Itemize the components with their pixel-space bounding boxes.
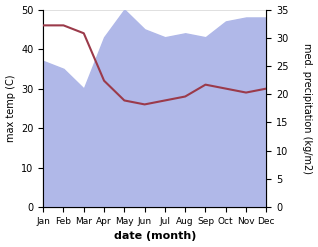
X-axis label: date (month): date (month): [114, 231, 196, 242]
Y-axis label: med. precipitation (kg/m2): med. precipitation (kg/m2): [302, 43, 313, 174]
Y-axis label: max temp (C): max temp (C): [5, 75, 16, 142]
